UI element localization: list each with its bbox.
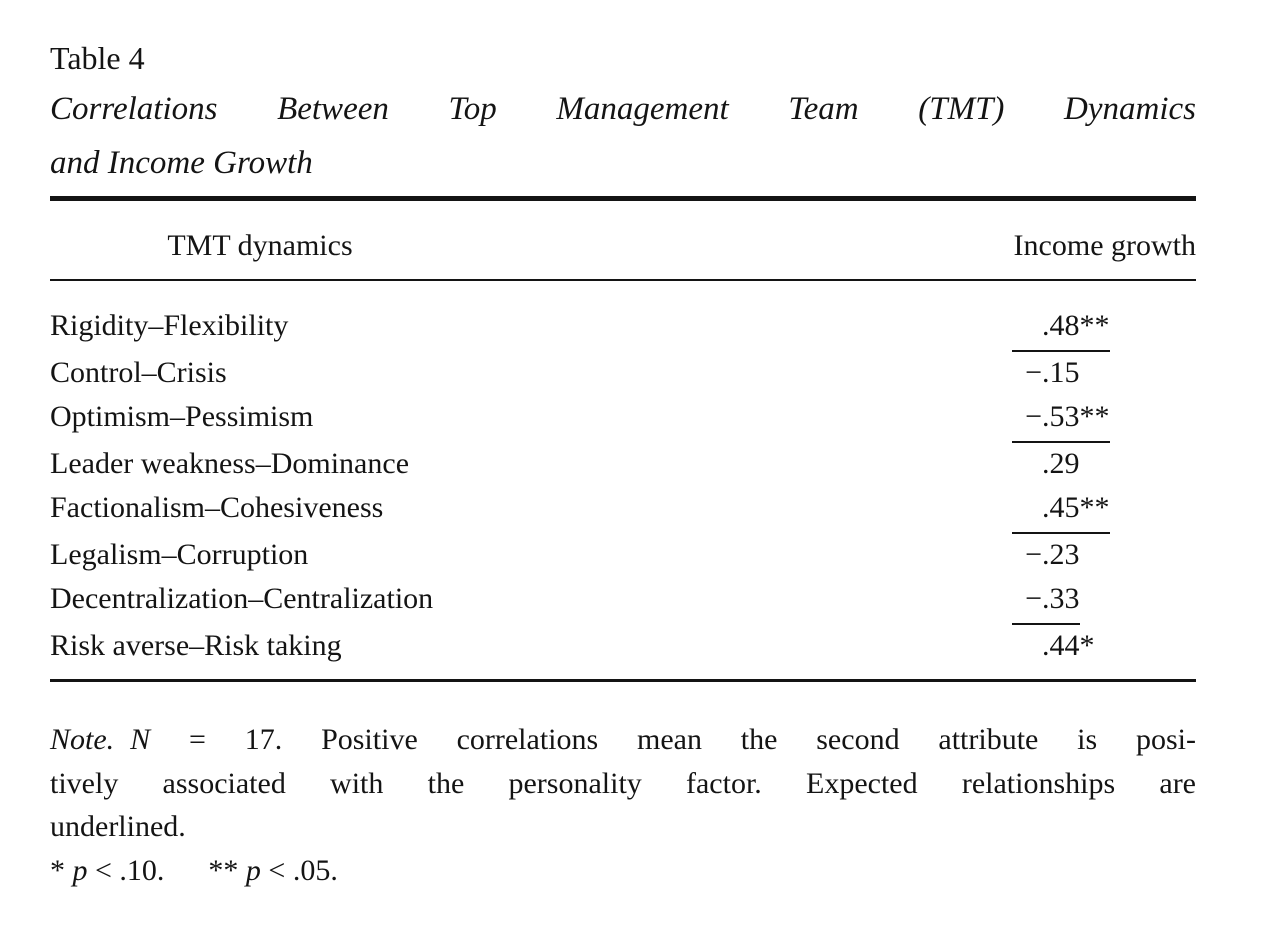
row-label: Factionalism–Cohesiveness: [50, 491, 384, 524]
table-note: Note. N = 17. Positive correlations mean …: [50, 718, 1196, 892]
header-rule: [50, 279, 1196, 281]
row-label: Decentralization–Centralization: [50, 582, 434, 615]
correlation-value: .48**: [1012, 305, 1110, 352]
note-label: Note.: [50, 723, 115, 756]
correlation-value: −.23: [1012, 534, 1080, 579]
correlation-value: −.15: [1012, 352, 1080, 397]
correlation-value: −.33: [1012, 578, 1080, 625]
row-value-cell: −.23: [1012, 534, 1196, 579]
value-number: .23: [1042, 537, 1080, 571]
bottom-rule: [50, 679, 1196, 682]
row-value-cell: .45**: [1012, 487, 1196, 534]
table-header-row: TMT dynamics Income growth: [50, 201, 1196, 279]
sig-two-p-symbol: p: [245, 853, 261, 887]
minus-sign: −: [1025, 582, 1042, 615]
significance-stars: *: [1079, 628, 1095, 662]
correlation-value: .44*: [1012, 625, 1095, 670]
row-value-cell: −.53**: [1012, 396, 1196, 443]
table-row: Legalism–Corruption −.23: [50, 534, 1196, 579]
row-label: Risk averse–Risk taking: [50, 628, 342, 662]
row-value-cell: .48**: [1012, 305, 1196, 352]
table-body: Rigidity–Flexibility .48** Control–Crisis −…: [50, 281, 1196, 679]
row-label: Legalism–Corruption: [50, 537, 309, 571]
minus-sign: −: [1025, 400, 1042, 433]
significance-stars: **: [1079, 309, 1110, 342]
table-number-label: Table 4: [50, 40, 145, 76]
value-number: .15: [1042, 355, 1080, 389]
correlation-value: −.53**: [1012, 396, 1110, 443]
table-row: Decentralization–Centralization −.33: [50, 578, 1196, 625]
correlation-value: .29: [1012, 443, 1080, 488]
table-row: Optimism–Pessimism −.53**: [50, 396, 1196, 443]
row-label: Leader weakness–Dominance: [50, 446, 410, 480]
sig-one-star: *: [50, 853, 65, 887]
note-line-3: underlined.: [50, 810, 186, 843]
sig-two-stars: **: [208, 853, 239, 887]
value-number: .48: [1042, 309, 1080, 342]
value-number: .44: [1042, 628, 1080, 662]
table-row: Factionalism–Cohesiveness .45**: [50, 487, 1196, 534]
row-value-cell: −.15: [1012, 352, 1196, 397]
row-value-cell: .29: [1012, 443, 1196, 488]
value-number: .33: [1042, 582, 1080, 615]
column-header-tmt-dynamics: TMT dynamics: [167, 229, 353, 262]
row-label: Rigidity–Flexibility: [50, 309, 289, 342]
table-figure: Table 4 Correlations Between Top Managem…: [50, 34, 1196, 892]
row-label: Optimism–Pessimism: [50, 400, 314, 433]
note-line-1-text: = 17. Positive correlations mean the sec…: [189, 723, 1196, 756]
table-caption-line-1: Correlations Between Top Management Team…: [50, 91, 1196, 127]
table-row: Rigidity–Flexibility .48**: [50, 305, 1196, 352]
sig-two-threshold: < .05.: [268, 853, 338, 887]
table-row: Leader weakness–Dominance .29: [50, 443, 1196, 488]
value-number: .29: [1042, 446, 1080, 480]
value-number: .53: [1042, 400, 1080, 433]
table-row: Risk averse–Risk taking .44*: [50, 625, 1196, 670]
table-row: Control–Crisis −.15: [50, 352, 1196, 397]
top-rule: [50, 196, 1196, 201]
minus-sign: −: [1025, 355, 1042, 389]
row-value-cell: .44*: [1012, 625, 1196, 670]
note-n-symbol: N: [130, 723, 151, 756]
significance-stars: **: [1079, 400, 1110, 433]
sig-one-threshold: < .10.: [95, 853, 165, 887]
table-caption-line-2: and Income Growth: [50, 145, 313, 181]
row-label: Control–Crisis: [50, 355, 227, 389]
sig-one-p-symbol: p: [72, 853, 88, 887]
table-caption: Correlations Between Top Management Team…: [50, 82, 1196, 190]
significance-stars: **: [1079, 491, 1110, 524]
row-value-cell: −.33: [1012, 578, 1196, 625]
significance-line: * p < .10. ** p < .05.: [50, 849, 1196, 893]
note-line-1: Note. N = 17. Positive correlations mean …: [50, 718, 1196, 762]
correlation-value: .45**: [1012, 487, 1110, 534]
minus-sign: −: [1025, 537, 1042, 571]
value-number: .45: [1042, 491, 1080, 524]
note-line-2: tively associated with the personality f…: [50, 766, 1196, 800]
column-header-income-growth: Income growth: [1013, 229, 1196, 262]
